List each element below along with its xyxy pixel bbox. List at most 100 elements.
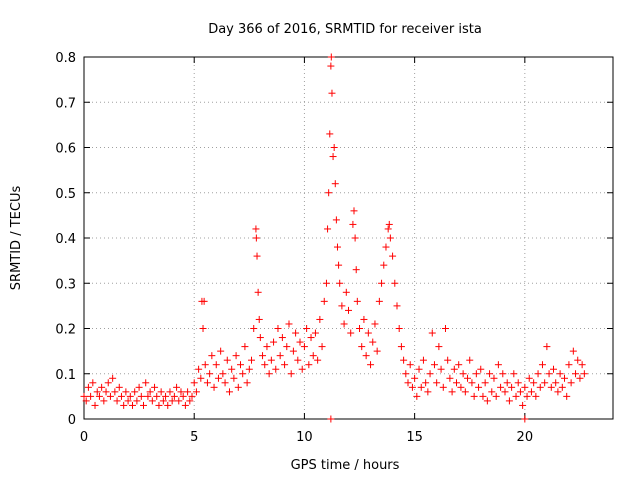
x-axis-title: GPS time / hours: [291, 458, 400, 473]
data-point: [272, 365, 280, 373]
data-point: [89, 379, 97, 387]
data-point: [95, 392, 103, 400]
data-point: [245, 365, 253, 373]
data-point: [188, 392, 196, 400]
data-point: [252, 234, 260, 242]
data-point: [332, 216, 340, 224]
data-point: [252, 225, 260, 233]
data-point: [322, 279, 330, 287]
data-point: [364, 329, 372, 337]
data-point: [415, 365, 423, 373]
data-point: [345, 306, 352, 314]
data-point: [505, 397, 513, 405]
data-point: [210, 383, 218, 391]
data-point: [351, 234, 359, 242]
data-point: [153, 392, 161, 400]
data-point: [490, 374, 498, 382]
data-point: [479, 392, 487, 400]
data-point: [217, 347, 225, 355]
y-tick-label: 0.7: [55, 96, 76, 111]
data-point: [296, 338, 304, 346]
data-point: [320, 297, 328, 305]
data-point: [512, 392, 520, 400]
data-point: [444, 356, 452, 364]
x-tick-label: 20: [517, 430, 534, 445]
y-axis: 0 0.1 0.2 0.3 0.4 0.5 0.6 0.7 0.8: [55, 51, 613, 428]
data-point: [477, 365, 485, 373]
data-point: [362, 352, 370, 360]
data-point: [255, 315, 263, 323]
data-point: [466, 356, 474, 364]
data-point: [267, 356, 275, 364]
data-point: [472, 370, 480, 378]
y-axis-title: SRMTID / TECUs: [9, 186, 24, 291]
data-point: [208, 352, 216, 360]
data-point: [184, 388, 192, 396]
data-point: [283, 343, 291, 351]
data-point: [384, 225, 392, 233]
data-point: [314, 356, 322, 364]
data-point: [453, 379, 461, 387]
data-point: [481, 379, 489, 387]
data-point: [177, 388, 185, 396]
data-point: [391, 279, 399, 287]
data-point: [166, 388, 174, 396]
data-point: [335, 261, 343, 269]
data-point: [393, 302, 401, 310]
data-point: [402, 370, 410, 378]
data-point: [157, 388, 165, 396]
data-point: [325, 189, 333, 197]
data-point: [457, 383, 465, 391]
data-point: [406, 361, 414, 369]
data-point: [261, 361, 269, 369]
data-point: [375, 297, 383, 305]
data-point: [503, 379, 511, 387]
data-point: [263, 343, 271, 351]
data-point: [516, 388, 524, 396]
data-point: [214, 374, 222, 382]
data-point: [333, 243, 341, 251]
data-point: [173, 383, 181, 391]
data-point: [437, 365, 445, 373]
data-point: [281, 361, 289, 369]
data-point: [455, 361, 463, 369]
data-point: [519, 401, 527, 409]
data-point: [385, 220, 393, 228]
data-point: [510, 370, 518, 378]
data-point: [435, 343, 443, 351]
data-point: [91, 401, 99, 409]
data-point: [558, 383, 566, 391]
data-point: [276, 352, 284, 360]
data-point: [352, 266, 360, 274]
data-point: [292, 329, 300, 337]
y-tick-label: 0.4: [55, 232, 76, 247]
data-point: [140, 401, 148, 409]
data-point: [547, 383, 555, 391]
data-point: [155, 401, 163, 409]
data-point: [380, 261, 388, 269]
x-tick-label: 15: [406, 430, 423, 445]
data-point: [404, 379, 412, 387]
data-point: [274, 325, 282, 332]
data-point: [328, 89, 336, 97]
data-point: [126, 392, 134, 400]
data-point: [400, 356, 408, 364]
data-point: [369, 338, 377, 346]
data-point: [397, 343, 405, 351]
data-point: [561, 374, 569, 382]
data-point: [563, 392, 571, 400]
data-point: [223, 356, 231, 364]
y-tick-label: 0.2: [55, 323, 76, 338]
data-point: [468, 379, 476, 387]
x-tick-label: 0: [80, 430, 88, 445]
data-point: [164, 401, 172, 409]
data-point: [508, 383, 516, 391]
data-point: [148, 397, 156, 405]
data-point: [395, 325, 403, 332]
data-point: [195, 365, 203, 373]
data-point: [327, 62, 335, 70]
data-point: [278, 334, 286, 342]
data-point: [389, 252, 397, 260]
data-point: [360, 315, 368, 323]
data-point: [358, 343, 366, 351]
